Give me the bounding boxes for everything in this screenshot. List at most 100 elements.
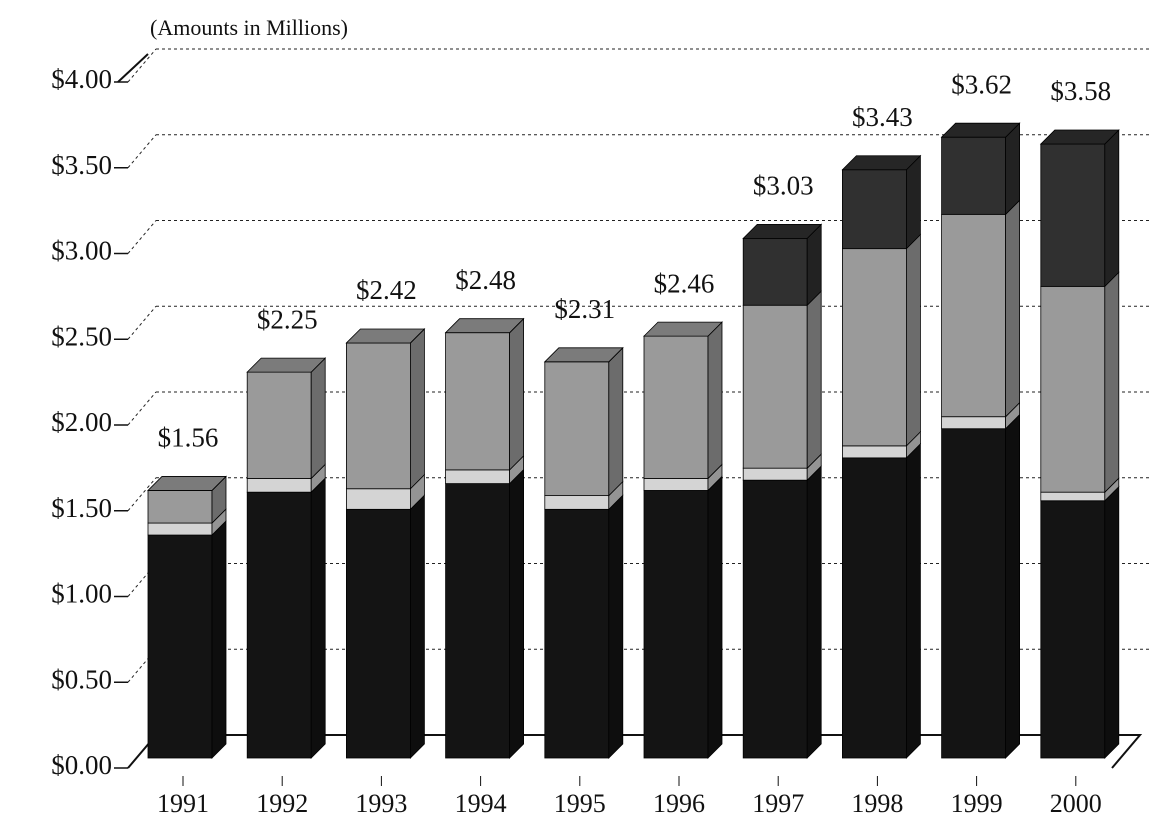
y-tick-label: $1.50	[51, 493, 112, 523]
x-tick-label: 1993	[355, 789, 407, 818]
y-tick-label: $0.00	[51, 750, 112, 780]
bar-segment	[445, 483, 511, 759]
bar-segment	[345, 342, 411, 490]
bar-side	[906, 154, 921, 250]
y-tick-label: $3.00	[51, 236, 112, 266]
bar-top	[1039, 129, 1120, 145]
bar-side	[806, 290, 822, 470]
bar-segment	[643, 490, 709, 759]
bar-side	[707, 321, 723, 480]
x-tick-label: 1994	[455, 789, 507, 818]
bar-segment	[147, 534, 213, 759]
bar-top	[345, 328, 426, 344]
chart-subtitle: (Amounts in Millions)	[150, 15, 348, 40]
y-tick-label: $4.00	[51, 64, 112, 94]
bar-segment	[1040, 285, 1106, 493]
bar-segment	[544, 495, 610, 510]
bar-side	[1005, 199, 1020, 418]
x-tick-label: 1992	[256, 789, 308, 818]
bar-segment	[147, 522, 213, 536]
bar-top	[940, 122, 1021, 138]
y-tick-label: $0.50	[51, 664, 112, 694]
bar-segment	[445, 469, 511, 485]
bar-side	[310, 357, 326, 480]
total-label: $2.25	[257, 304, 318, 334]
bar-top	[147, 476, 227, 491]
bar-top	[742, 223, 823, 239]
grid-diagonal	[127, 48, 157, 83]
x-tick-label: 1991	[157, 789, 209, 818]
bar-segment	[941, 428, 1006, 759]
x-tick-label: 1999	[951, 789, 1003, 818]
bar-segment	[842, 169, 907, 250]
x-tick-label: 2000	[1050, 789, 1102, 818]
bar-side	[509, 468, 524, 759]
bar-segment	[147, 490, 213, 524]
y-tick-label: $1.00	[51, 579, 112, 609]
bar-side	[906, 442, 921, 759]
bar-top	[543, 347, 624, 363]
y-tick-label: $3.50	[51, 150, 112, 180]
grid-diagonal	[127, 477, 157, 512]
grid-diagonal	[127, 391, 157, 426]
bar-side	[608, 346, 624, 497]
grid-diagonal	[127, 220, 157, 254]
total-label: $2.42	[356, 275, 417, 305]
total-label: $3.58	[1050, 76, 1111, 106]
bar-segment	[643, 335, 709, 479]
total-label: $2.31	[554, 294, 615, 324]
grid-diagonal	[127, 134, 157, 169]
axis-decoration	[117, 53, 149, 83]
bar-segment	[742, 237, 808, 306]
bar-side	[409, 494, 425, 759]
bar-segment	[246, 371, 312, 479]
bar-side	[906, 233, 921, 447]
bar-segment	[544, 361, 610, 497]
bar-side	[310, 477, 326, 759]
bar-segment	[842, 457, 907, 759]
total-label: $2.48	[455, 265, 516, 295]
bar-segment	[246, 478, 312, 493]
bar-top	[643, 321, 723, 337]
total-label: $3.03	[753, 171, 814, 201]
bar-side	[509, 317, 524, 471]
bar-segment	[941, 416, 1006, 430]
bar-side	[707, 475, 723, 759]
bar-segment	[345, 508, 411, 759]
bar-side	[1104, 485, 1120, 759]
bar-side	[1104, 271, 1120, 494]
total-label: $1.56	[158, 423, 219, 453]
bar-segment	[842, 248, 907, 447]
bar-side	[409, 328, 425, 490]
total-label: $3.62	[951, 69, 1012, 99]
bar-side	[1005, 122, 1020, 216]
total-label: $3.43	[852, 102, 913, 132]
bar-segment	[742, 479, 808, 759]
bar-segment	[742, 467, 808, 481]
bar-segment	[643, 478, 709, 491]
bar-segment	[941, 136, 1006, 215]
bar-side	[1005, 413, 1020, 759]
bar-segment	[1040, 491, 1106, 502]
bar-side	[1104, 129, 1120, 288]
bar-top	[841, 155, 922, 171]
bar-segment	[246, 491, 312, 759]
bar-segment	[445, 332, 511, 471]
bar-segment	[1040, 500, 1106, 759]
bar-top	[444, 318, 525, 334]
y-tick-label: $2.50	[51, 321, 112, 351]
bar-top	[246, 357, 327, 373]
bar-segment	[941, 213, 1006, 418]
bar-segment	[544, 508, 610, 759]
bar-segment	[1040, 143, 1106, 287]
bar-segment	[345, 488, 411, 510]
bar-segment	[842, 445, 907, 459]
bar-side	[806, 465, 822, 759]
y-tick-label: $2.00	[51, 407, 112, 437]
x-tick-label: 1997	[752, 789, 804, 818]
bar-side	[211, 520, 227, 759]
total-label: $2.46	[654, 268, 715, 298]
bar-segment	[742, 304, 808, 469]
x-tick-label: 1995	[554, 789, 606, 818]
